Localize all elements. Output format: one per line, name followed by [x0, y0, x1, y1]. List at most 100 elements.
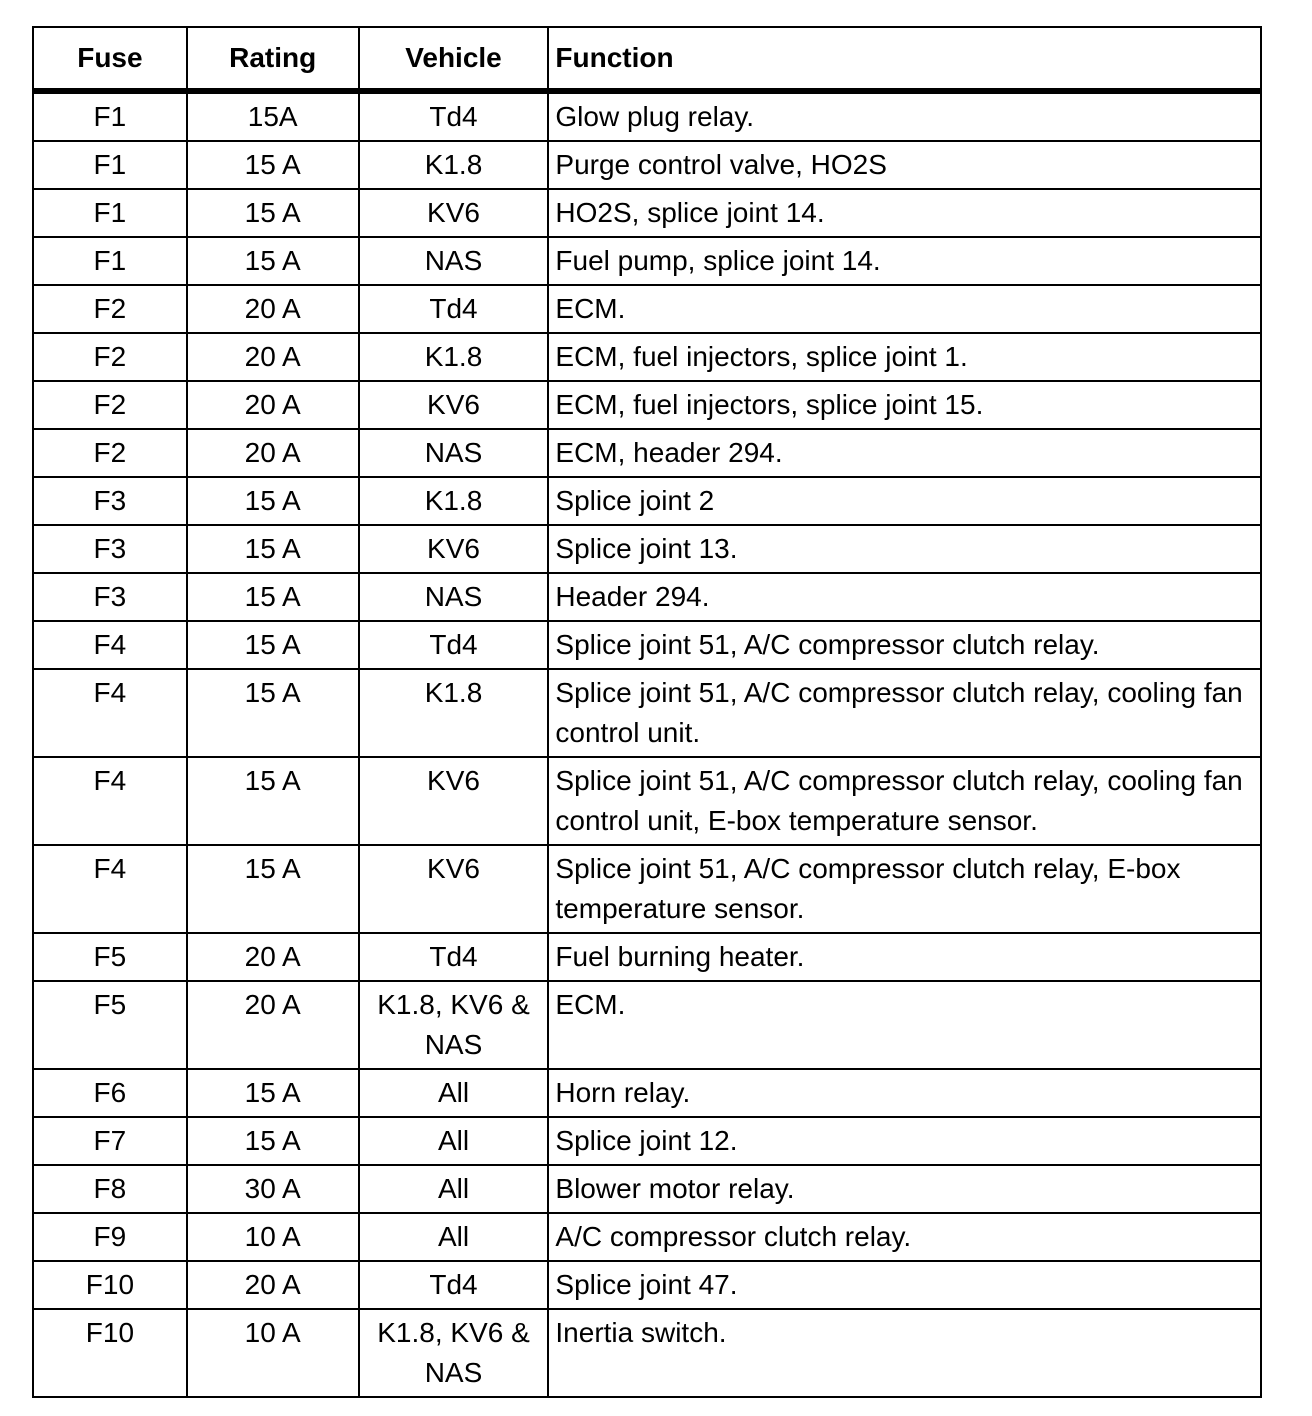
fuse-cell: F3 — [32, 524, 188, 574]
table-row: F1 15 A K1.8 Purge control valve, HO2S — [32, 140, 1262, 190]
vehicle-cell: All — [357, 1164, 550, 1214]
rating-cell: 15 A — [185, 620, 360, 670]
vehicle-cell: KV6 — [357, 380, 550, 430]
table-row: F6 15 A All Horn relay. — [32, 1068, 1262, 1118]
function-cell: ECM, header 294. — [547, 428, 1262, 478]
function-cell: ECM, fuel injectors, splice joint 1. — [547, 332, 1262, 382]
rating-cell: 15 A — [185, 524, 360, 574]
vehicle-cell: Td4 — [357, 1260, 550, 1310]
vehicle-cell: KV6 — [357, 188, 550, 238]
function-cell: Splice joint 51, A/C compressor clutch r… — [547, 844, 1262, 934]
function-cell: ECM, fuel injectors, splice joint 15. — [547, 380, 1262, 430]
vehicle-cell: K1.8, KV6 & NAS — [357, 1308, 550, 1398]
fuse-cell: F4 — [32, 668, 188, 758]
fuse-cell: F3 — [32, 572, 188, 622]
rating-cell: 10 A — [185, 1308, 360, 1398]
rating-cell: 15 A — [185, 756, 360, 846]
rating-cell: 15 A — [185, 188, 360, 238]
fuse-cell: F3 — [32, 476, 188, 526]
function-cell: ECM. — [547, 980, 1262, 1070]
vehicle-cell: All — [357, 1068, 550, 1118]
vehicle-cell: K1.8 — [357, 476, 550, 526]
function-cell: A/C compressor clutch relay. — [547, 1212, 1262, 1262]
vehicle-cell: NAS — [357, 236, 550, 286]
table-row: F7 15 A All Splice joint 12. — [32, 1116, 1262, 1166]
rating-cell: 20 A — [185, 332, 360, 382]
function-cell: Fuel burning heater. — [547, 932, 1262, 982]
rating-cell: 20 A — [185, 428, 360, 478]
table-row: F9 10 A All A/C compressor clutch relay. — [32, 1212, 1262, 1262]
rating-cell: 20 A — [185, 284, 360, 334]
fuse-cell: F9 — [32, 1212, 188, 1262]
function-cell: ECM. — [547, 284, 1262, 334]
rating-cell: 15 A — [185, 140, 360, 190]
function-cell: Header 294. — [547, 572, 1262, 622]
header-rating: Rating — [185, 26, 360, 94]
rating-cell: 15 A — [185, 236, 360, 286]
fuse-cell: F8 — [32, 1164, 188, 1214]
table-row: F3 15 A NAS Header 294. — [32, 572, 1262, 622]
header-fuse: Fuse — [32, 26, 188, 94]
rating-cell: 15 A — [185, 1068, 360, 1118]
table-row: F2 20 A Td4 ECM. — [32, 284, 1262, 334]
fuse-cell: F4 — [32, 620, 188, 670]
rating-cell: 15 A — [185, 572, 360, 622]
fuse-cell: F10 — [32, 1308, 188, 1398]
vehicle-cell: Td4 — [357, 932, 550, 982]
function-cell: Splice joint 47. — [547, 1260, 1262, 1310]
fuse-cell: F1 — [32, 236, 188, 286]
vehicle-cell: Td4 — [357, 620, 550, 670]
rating-cell: 15 A — [185, 668, 360, 758]
function-cell: Inertia switch. — [547, 1308, 1262, 1398]
vehicle-cell: Td4 — [357, 284, 550, 334]
fuse-cell: F7 — [32, 1116, 188, 1166]
table-row: F4 15 A K1.8 Splice joint 51, A/C compresso… — [32, 668, 1262, 758]
fuse-cell: F2 — [32, 428, 188, 478]
vehicle-cell: KV6 — [357, 756, 550, 846]
fuse-cell: F1 — [32, 140, 188, 190]
rating-cell: 10 A — [185, 1212, 360, 1262]
header-function: Function — [547, 26, 1262, 94]
table-row: F2 20 A NAS ECM, header 294. — [32, 428, 1262, 478]
function-cell: HO2S, splice joint 14. — [547, 188, 1262, 238]
rating-cell: 15 A — [185, 476, 360, 526]
table-row: F1 15 A NAS Fuel pump, splice joint 14. — [32, 236, 1262, 286]
table-row: F10 10 A K1.8, KV6 & NAS Inertia switch. — [32, 1308, 1262, 1398]
vehicle-cell: All — [357, 1116, 550, 1166]
fuse-cell: F1 — [32, 90, 188, 142]
function-cell: Splice joint 51, A/C compressor clutch r… — [547, 668, 1262, 758]
rating-cell: 20 A — [185, 1260, 360, 1310]
fuse-cell: F2 — [32, 332, 188, 382]
rating-cell: 30 A — [185, 1164, 360, 1214]
function-cell: Splice joint 2 — [547, 476, 1262, 526]
function-cell: Fuel pump, splice joint 14. — [547, 236, 1262, 286]
table-row: F4 15 A KV6 Splice joint 51, A/C compressor… — [32, 756, 1262, 846]
rating-cell: 20 A — [185, 932, 360, 982]
vehicle-cell: Td4 — [357, 90, 550, 142]
vehicle-cell: K1.8 — [357, 332, 550, 382]
fuse-cell: F1 — [32, 188, 188, 238]
vehicle-cell: KV6 — [357, 844, 550, 934]
table-row: F2 20 A KV6 ECM, fuel injectors, splice joi… — [32, 380, 1262, 430]
table-row: F3 15 A K1.8 Splice joint 2 — [32, 476, 1262, 526]
table-row: F1 15 A KV6 HO2S, splice joint 14. — [32, 188, 1262, 238]
table-row: F10 20 A Td4 Splice joint 47. — [32, 1260, 1262, 1310]
fuse-cell: F4 — [32, 844, 188, 934]
rating-cell: 20 A — [185, 980, 360, 1070]
function-cell: Horn relay. — [547, 1068, 1262, 1118]
header-vehicle: Vehicle — [357, 26, 550, 94]
fuse-cell: F10 — [32, 1260, 188, 1310]
vehicle-cell: K1.8 — [357, 140, 550, 190]
vehicle-cell: K1.8, KV6 & NAS — [357, 980, 550, 1070]
vehicle-cell: NAS — [357, 572, 550, 622]
rating-cell: 15A — [185, 90, 360, 142]
header-row: Fuse Rating Vehicle Function — [32, 26, 1262, 94]
vehicle-cell: NAS — [357, 428, 550, 478]
table-row: F1 15A Td4 Glow plug relay. — [32, 90, 1262, 142]
rating-cell: 15 A — [185, 844, 360, 934]
vehicle-cell: KV6 — [357, 524, 550, 574]
fuse-table: Fuse Rating Vehicle Function F1 15A Td4 Glo… — [32, 26, 1262, 1398]
fuse-cell: F2 — [32, 380, 188, 430]
fuse-cell: F5 — [32, 980, 188, 1070]
table-row: F5 20 A K1.8, KV6 & NAS ECM. — [32, 980, 1262, 1070]
